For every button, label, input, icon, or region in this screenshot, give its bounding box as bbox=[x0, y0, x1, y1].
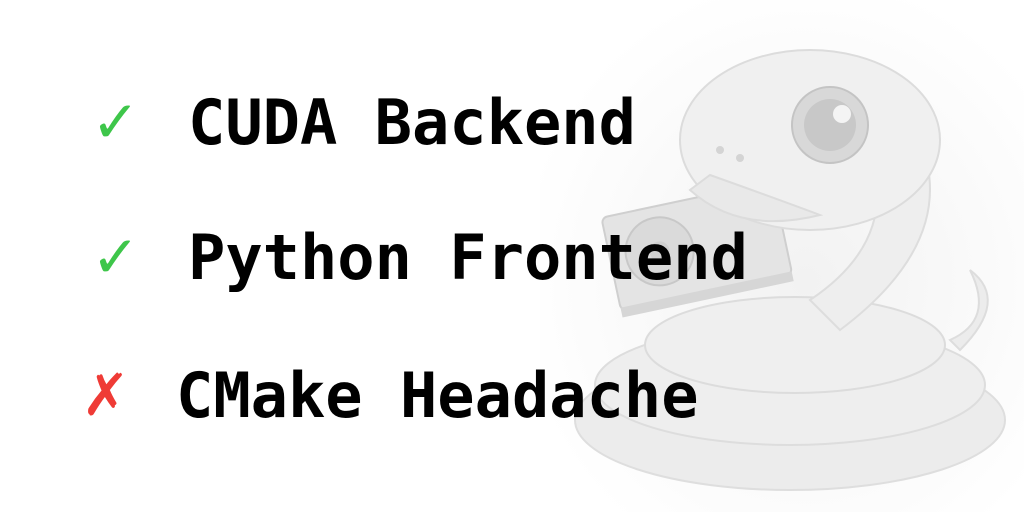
item-label: CMake Headache bbox=[176, 358, 699, 432]
list-item: ✓ CUDA Backend bbox=[0, 77, 636, 167]
check-mark-icon: ✓ bbox=[91, 223, 140, 291]
check-mark-icon: ✓ bbox=[91, 88, 140, 156]
list-item: ✗ CMake Headache bbox=[0, 350, 699, 440]
python-snake-holding-gpu-icon bbox=[540, 0, 1024, 512]
cross-mark-icon: ✗ bbox=[81, 361, 130, 429]
list-item: ✓ Python Frontend bbox=[0, 212, 748, 302]
item-label: CUDA Backend bbox=[188, 85, 636, 159]
item-label: Python Frontend bbox=[188, 220, 748, 294]
